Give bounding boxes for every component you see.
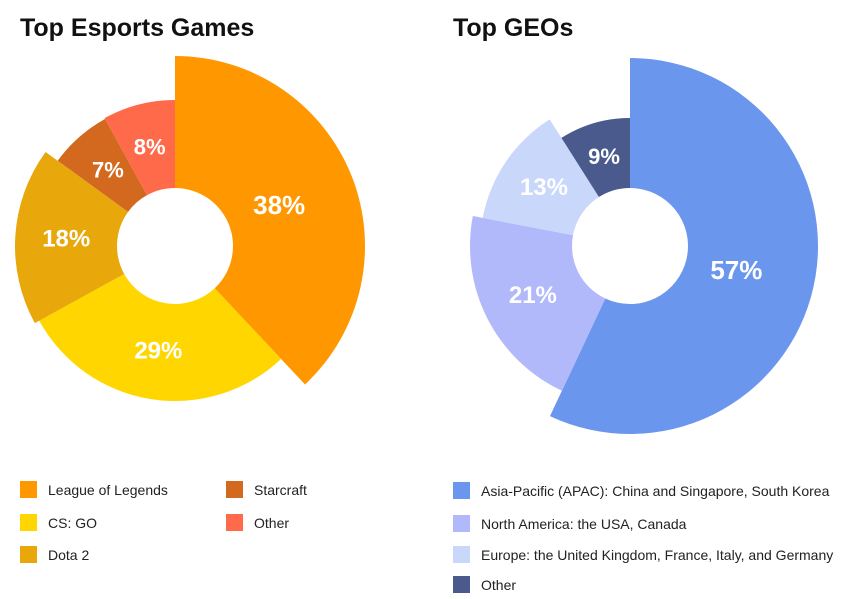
legend-item: Other xyxy=(453,576,516,593)
slice-cs-go xyxy=(39,273,282,401)
legend-label: CS: GO xyxy=(48,514,98,531)
chart-title: Top GEOs xyxy=(453,14,574,42)
slice-other xyxy=(104,100,175,196)
legend-label: Europe: the United Kingdom, France, Ital… xyxy=(481,546,834,563)
legend-swatch xyxy=(20,514,37,531)
donut-chart-geos: 57% 21% 13% 9% xyxy=(470,58,818,435)
slice-asia-pacific-apac-china-and-singapore-south-korea xyxy=(549,58,818,435)
legend-swatch xyxy=(453,576,470,593)
legend-label: North America: the USA, Canada xyxy=(481,515,687,532)
legend-swatch xyxy=(20,481,37,498)
legend-label: Asia-Pacific (APAC): China and Singapore… xyxy=(481,482,830,499)
slice-europe-the-united-kingdom-france-italy-and-germany xyxy=(482,119,599,236)
data-label: 57% xyxy=(710,255,762,285)
data-label: 38% xyxy=(253,190,305,220)
legend-label: Other xyxy=(254,514,290,531)
slice-starcraft xyxy=(57,118,148,212)
legend-item: Other xyxy=(226,514,289,531)
data-label: 13% xyxy=(520,174,568,201)
legend-label: Starcraft xyxy=(254,481,307,498)
legend-swatch xyxy=(20,546,37,563)
legend-label: Other xyxy=(481,576,517,593)
legend-label: Dota 2 xyxy=(48,546,90,563)
data-label: 9% xyxy=(588,144,620,169)
legend-swatch xyxy=(226,481,243,498)
slice-other xyxy=(561,118,630,198)
legend-item: North America: the USA, Canada xyxy=(453,515,686,532)
legend-swatch xyxy=(453,482,470,499)
esports-games-chart: Top Esports Games 38% 29% 18% 7% 8% League o… xyxy=(0,0,430,599)
legend-item: CS: GO xyxy=(20,514,97,531)
legend-item: League of Legends xyxy=(20,481,168,498)
legend-label: League of Legends xyxy=(48,481,168,498)
slice-north-america-the-usa-canada xyxy=(470,216,606,391)
donut-chart-games: 38% 29% 18% 7% 8% xyxy=(14,56,365,401)
legend-item: Europe: the United Kingdom, France, Ital… xyxy=(453,546,833,563)
legend-swatch xyxy=(453,546,470,563)
data-label: 7% xyxy=(92,157,124,182)
legend-item: Dota 2 xyxy=(20,546,89,563)
legend-item: Starcraft xyxy=(226,481,307,498)
slice-dota-2 xyxy=(14,151,129,324)
chart-title: Top Esports Games xyxy=(20,14,255,42)
data-label: 21% xyxy=(509,282,557,309)
slice-league-of-legends xyxy=(175,56,365,385)
data-label: 8% xyxy=(134,135,166,160)
data-label: 18% xyxy=(42,226,90,253)
legend-swatch xyxy=(453,515,470,532)
legend-item: Asia-Pacific (APAC): China and Singapore… xyxy=(453,482,829,499)
top-geos-chart: Top GEOs 57% 21% 13% 9% Asia-Pacific (APAC)… xyxy=(430,0,863,599)
data-label: 29% xyxy=(134,338,182,365)
legend-swatch xyxy=(226,514,243,531)
